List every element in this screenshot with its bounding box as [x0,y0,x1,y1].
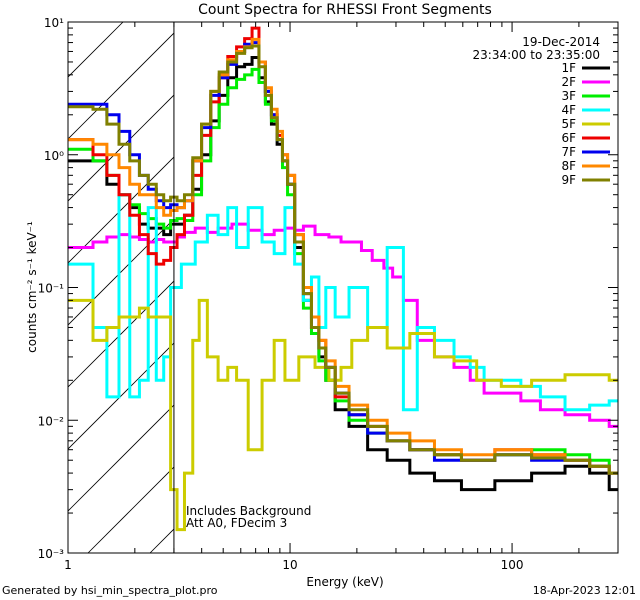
series-line-5F [68,298,618,532]
legend-label-8F: 8F [561,159,576,173]
generated-by-text: Generated by hsi_min_spectra_plot.pro [2,584,218,597]
x-tick-label: 100 [501,558,524,572]
series-line-3F [68,67,618,475]
annotation-text: Includes Background [186,504,311,518]
legend-label-1F: 1F [561,61,576,75]
hatch-lines [0,0,640,553]
timestamp-text: 18-Apr-2023 12:01 [532,584,636,597]
axis-ticks: 1 10 100 10⁻³ 10⁻² 10⁻¹ 10⁰ 10¹ [38,16,619,572]
y-tick-label: 10⁰ [44,149,64,163]
legend-label-6F: 6F [561,131,576,145]
series-line-9F [68,44,618,475]
legend-label-9F: 9F [561,173,576,187]
legend-label-2F: 2F [561,75,576,89]
x-tick-label: 10 [282,558,297,572]
hatch-line [0,0,130,553]
x-tick-label: 1 [64,558,72,572]
chart-title: Count Spectra for RHESSI Front Segments [198,2,492,18]
attenuator-hatch-region [0,0,640,553]
legend-label-5F: 5F [561,117,576,131]
y-tick-label: 10¹ [44,16,64,30]
hatch-line [68,32,174,140]
x-axis-label: Energy (keV) [306,575,383,589]
y-tick-label: 10⁻³ [38,547,65,561]
annotation-text: Att A0, FDecim 3 [186,516,287,530]
series-line-6F [68,26,618,475]
hatch-line [68,280,174,388]
series-layer [68,26,618,532]
y-tick-label: 10⁻² [38,414,65,428]
hatch-line [68,342,174,450]
hatch-line [68,94,174,202]
legend-label-3F: 3F [561,89,576,103]
series-line-8F [68,37,618,475]
series-line-1F [68,56,618,492]
hatch-line [460,0,640,553]
legend-label-4F: 4F [561,103,576,117]
y-tick-label: 10⁻¹ [38,282,65,296]
hatch-line [68,22,124,78]
hatch-line [522,0,640,553]
legend-header-line: 19-Dec-2014 [522,35,600,49]
y-axis-label: counts cm⁻² s⁻¹ keV⁻¹ [25,221,39,353]
legend-header-line: 23:34:00 to 23:35:00 [473,48,600,62]
legend-label-7F: 7F [561,145,576,159]
hatch-line [68,218,174,326]
hatch-line [68,156,174,264]
hatch-line [68,404,174,512]
